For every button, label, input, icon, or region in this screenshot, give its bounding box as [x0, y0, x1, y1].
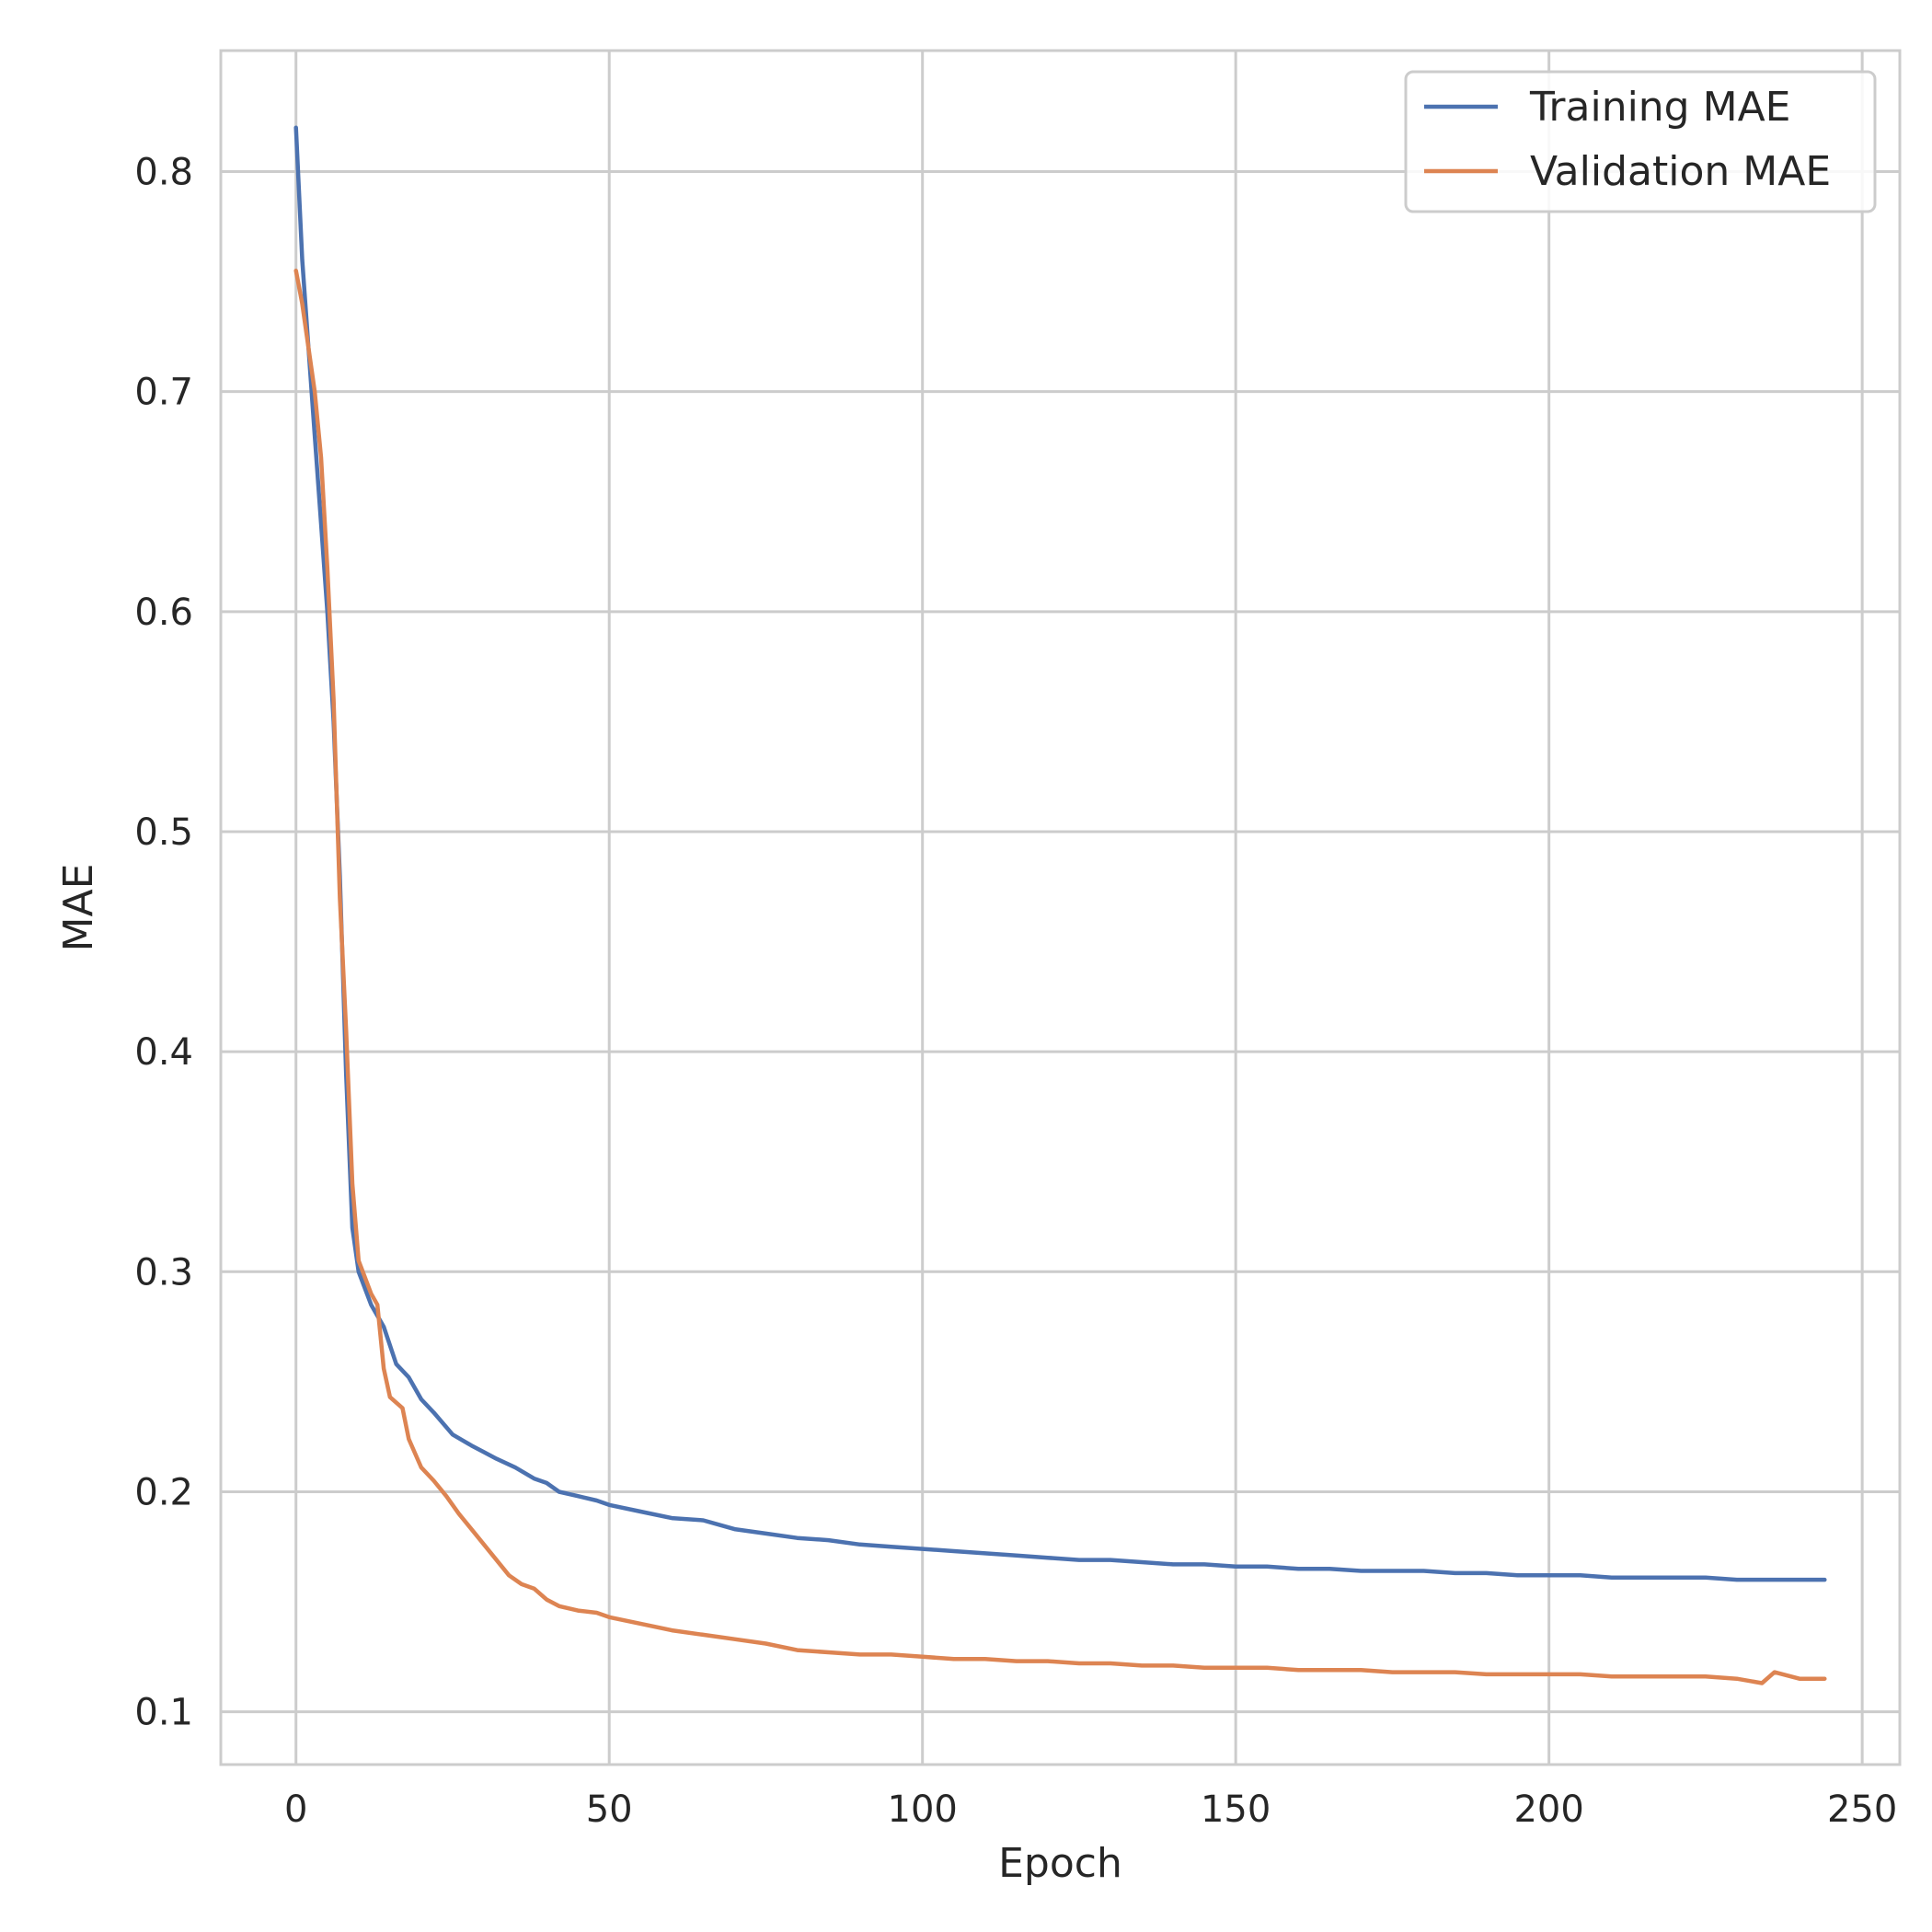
y-tick-label: 0.3 [134, 1251, 193, 1294]
series-line-0 [293, 125, 1827, 1582]
legend-label-1: Validation MAE [1530, 148, 1831, 195]
y-tick-label: 0.4 [134, 1031, 193, 1074]
x-tick-label: 100 [888, 1788, 958, 1831]
x-tick-label: 200 [1513, 1788, 1583, 1831]
x-tick-label: 50 [586, 1788, 633, 1831]
y-tick-label: 0.1 [134, 1692, 193, 1734]
plot-frame [219, 49, 1902, 1766]
legend: Training MAE Validation MAE [1404, 70, 1877, 213]
y-tick-label: 0.7 [134, 372, 193, 414]
x-tick-label: 250 [1827, 1788, 1897, 1831]
legend-box [1404, 70, 1877, 213]
x-tick-label: 0 [284, 1788, 307, 1831]
y-tick-label: 0.5 [134, 811, 193, 854]
y-axis-label: MAE [55, 864, 102, 952]
x-axis-label: Epoch [998, 1840, 1122, 1887]
legend-label-0: Training MAE [1529, 84, 1790, 131]
y-tick-label: 0.8 [134, 152, 193, 194]
tick-labels: 0 50 100 150 200 250 0.1 0.2 0.3 0.4 0.5 0.6 0.7 0.8 [134, 152, 1897, 1831]
y-tick-label: 0.2 [134, 1471, 193, 1513]
y-tick-label: 0.6 [134, 592, 193, 634]
series-layer [293, 125, 1827, 1685]
series-line-1 [293, 268, 1827, 1685]
x-tick-label: 150 [1201, 1788, 1271, 1831]
